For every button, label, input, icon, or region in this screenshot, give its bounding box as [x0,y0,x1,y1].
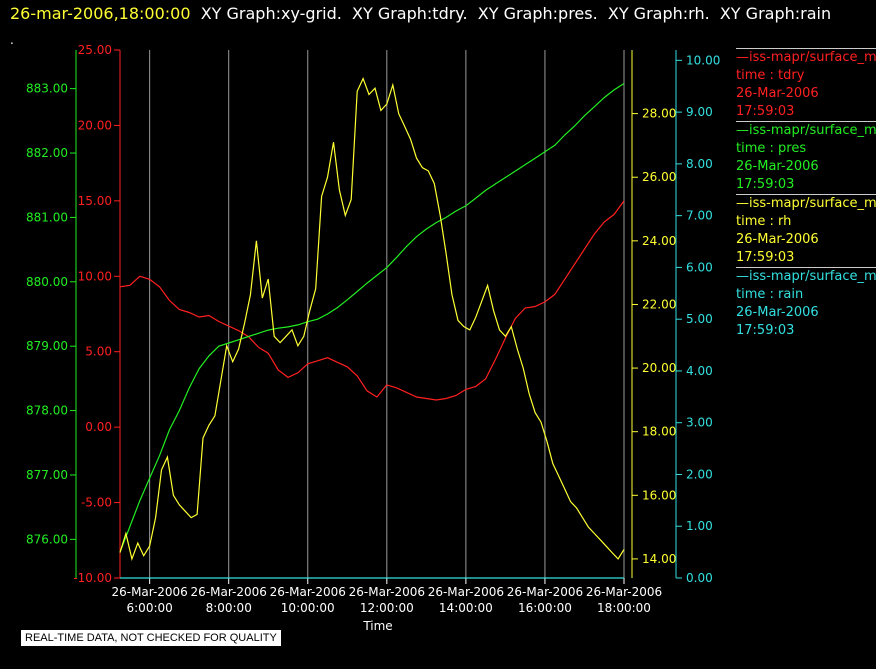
legend-date: 26-Mar-2006 [736,232,819,247]
series-tdry [119,200,625,401]
x-tick-date: 26-Mar-2006 [507,585,583,599]
legend-name: —iss-mapr/surface_m [736,123,876,138]
graph-title: XY Graph:rh. [597,4,710,23]
legend-name: —iss-mapr/surface_m [736,196,876,211]
series-rh [119,77,625,561]
y-tick-label-rain: 7.00 [686,209,713,223]
x-tick-time: 18:00:00 [597,601,651,615]
legend-var: time : pres [736,141,807,156]
legend-time: 17:59:03 [736,323,795,338]
y-tick-label-rain: 0.00 [686,571,713,585]
y-tick-label-rain: 1.00 [686,519,713,533]
y-tick-label-rain: 4.00 [686,364,713,378]
y-tick-label-tdry: -5.00 [81,496,112,510]
legend-date: 26-Mar-2006 [736,86,819,101]
x-tick-time: 8:00:00 [206,601,252,615]
series-pres [119,82,625,553]
y-tick-label-rain: 3.00 [686,416,713,430]
y-tick-label-rain: 8.00 [686,157,713,171]
x-tick-time: 14:00:00 [439,601,493,615]
y-tick-label-pres: 883.00 [26,82,68,96]
y-tick-label-pres: 881.00 [26,210,68,224]
legend-time: 17:59:03 [736,104,795,119]
y-tick-label-rh: 28.00 [642,107,676,121]
graph-title: XY Graph:rain [709,4,832,23]
graph-titles: XY Graph:xy-grid. XY Graph:tdry. XY Grap… [190,4,832,23]
timestamp: 26-mar-2006,18:00:00 [10,4,191,23]
y-tick-label-rh: 16.00 [642,488,676,502]
y-tick-label-rain: 2.00 [686,467,713,481]
x-tick-date: 26-Mar-2006 [270,585,346,599]
y-tick-label-pres: 876.00 [26,532,68,546]
x-tick-date: 26-Mar-2006 [191,585,267,599]
x-tick-date: 26-Mar-2006 [428,585,504,599]
graph-title: XY Graph:pres. [467,4,598,23]
graph-title: XY Graph:xy-grid. [190,4,342,23]
quality-notice: REAL-TIME DATA, NOT CHECKED FOR QUALITY [21,630,281,646]
x-axis-label: Time [362,619,392,633]
y-tick-label-rh: 22.00 [642,297,676,311]
y-tick-label-tdry: 5.00 [85,345,112,359]
legend-date: 26-Mar-2006 [736,159,819,174]
legend: —iss-mapr/surface_m time : tdry 26-Mar-200… [736,48,876,340]
x-tick-time: 6:00:00 [127,601,173,615]
legend-date: 26-Mar-2006 [736,305,819,320]
marker: . [10,33,14,47]
y-tick-label-pres: 882.00 [26,146,68,160]
title-bar: 26-mar-2006,18:00:00 XY Graph:xy-grid. X… [10,4,831,23]
y-tick-label-tdry: 0.00 [85,420,112,434]
y-tick-label-rh: 26.00 [642,170,676,184]
legend-var: time : rh [736,214,792,229]
legend-var: time : rain [736,287,804,302]
legend-var: time : tdry [736,68,805,83]
y-tick-label-tdry: 10.00 [78,269,112,283]
x-tick-time: 12:00:00 [360,601,414,615]
y-tick-label-pres: 879.00 [26,339,68,353]
y-tick-label-tdry: 20.00 [78,118,112,132]
x-tick-time: 16:00:00 [518,601,572,615]
legend-name: —iss-mapr/surface_m [736,50,876,65]
x-tick-date: 26-Mar-2006 [349,585,425,599]
y-tick-label-rh: 14.00 [642,552,676,566]
y-tick-label-pres: 877.00 [26,468,68,482]
graph-title: XY Graph:tdry. [341,4,468,23]
y-tick-label-rain: 5.00 [686,312,713,326]
y-tick-label-rain: 6.00 [686,260,713,274]
y-tick-label-rain: 9.00 [686,105,713,119]
y-tick-label-rain: 10.00 [686,53,720,67]
y-tick-label-rh: 20.00 [642,361,676,375]
y-tick-label-tdry: 25.00 [78,43,112,57]
legend-time: 17:59:03 [736,177,795,192]
y-tick-label-rh: 24.00 [642,234,676,248]
y-tick-label-pres: 878.00 [26,404,68,418]
y-tick-label-pres: 880.00 [26,275,68,289]
y-tick-label-rh: 18.00 [642,425,676,439]
legend-name: —iss-mapr/surface_m [736,269,876,284]
y-tick-label-tdry: -10.00 [73,571,112,585]
legend-time: 17:59:03 [736,250,795,265]
x-tick-time: 10:00:00 [281,601,335,615]
x-tick-date: 26-Mar-2006 [111,585,187,599]
x-tick-date: 26-Mar-2006 [586,585,662,599]
y-tick-label-tdry: 15.00 [78,194,112,208]
